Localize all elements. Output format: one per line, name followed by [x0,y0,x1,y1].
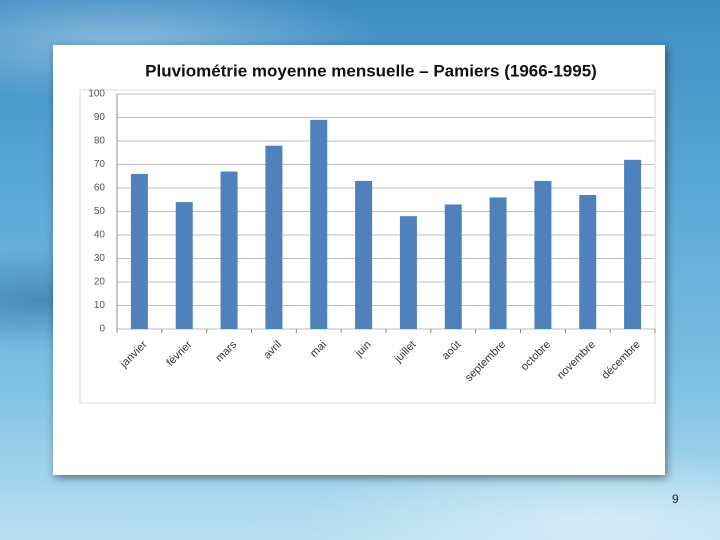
bar [534,180,552,329]
bar [265,145,283,329]
y-tick-label: 80 [94,136,106,147]
y-tick-label: 60 [94,183,106,194]
bar [175,202,193,329]
bar [130,173,148,329]
y-tick-label: 90 [94,112,106,123]
y-tick-label: 10 [94,300,106,311]
y-tick-label: 70 [94,159,106,170]
chart-title: Pluviométrie moyenne mensuelle – Pamiers… [145,61,597,80]
bar [489,197,507,329]
bar [355,180,373,329]
bar [310,119,328,329]
y-tick-label: 30 [94,253,106,264]
y-tick-label: 40 [94,230,106,241]
bar [444,204,462,329]
bar [624,159,642,329]
y-tick-label: 0 [99,324,105,335]
bar [399,216,417,329]
y-tick-label: 50 [94,206,106,217]
y-tick-label: 20 [94,277,106,288]
page-number: 9 [672,492,679,506]
bar [220,171,238,329]
bar [579,195,597,329]
y-tick-label: 100 [88,89,105,100]
